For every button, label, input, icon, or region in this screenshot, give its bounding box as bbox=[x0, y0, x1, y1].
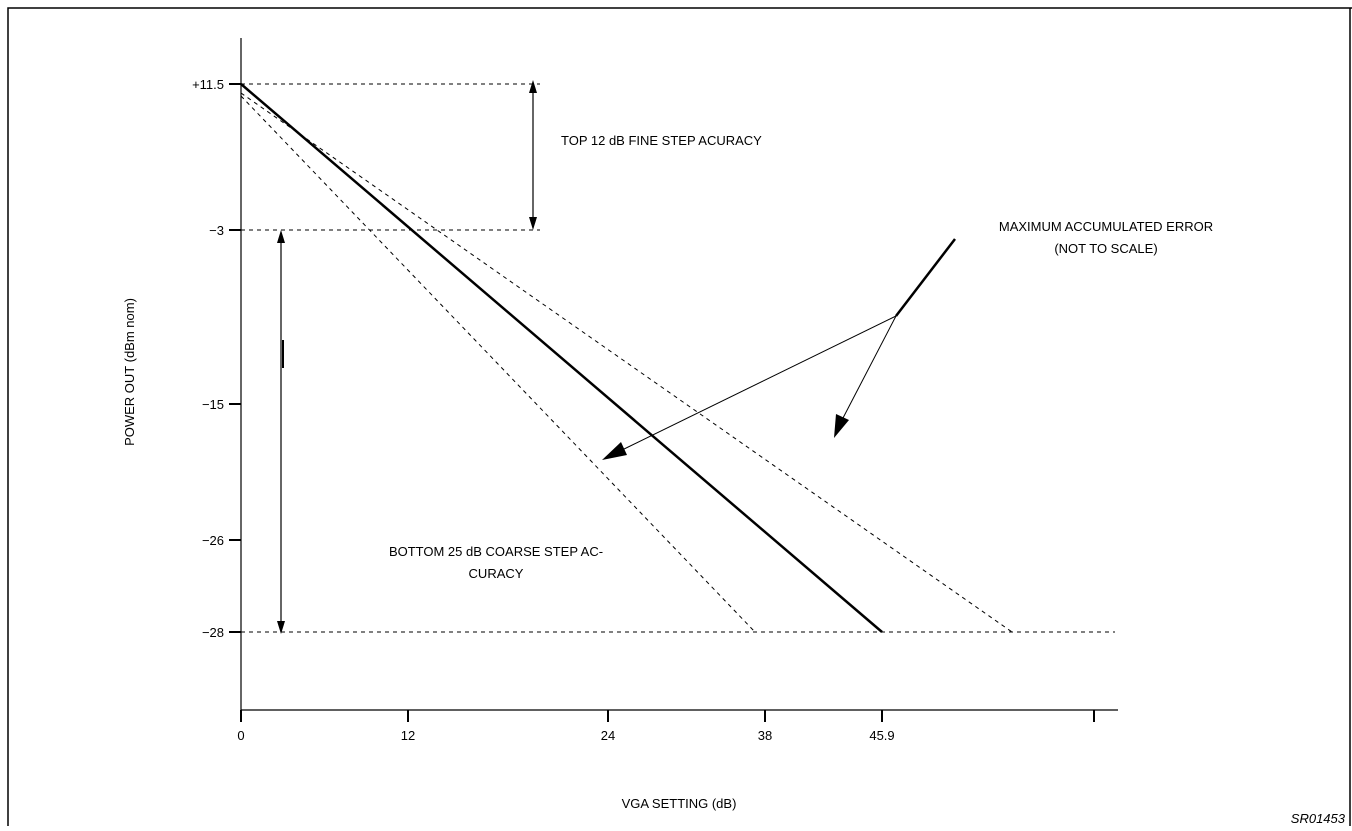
y-tick-label: −28 bbox=[202, 625, 224, 640]
x-tick-label: 0 bbox=[237, 728, 244, 743]
x-tick-label: 12 bbox=[401, 728, 415, 743]
error-pointer-left bbox=[619, 315, 897, 452]
figure-border bbox=[7, 7, 1352, 826]
x-tick-label: 38 bbox=[758, 728, 772, 743]
lower-error-bound bbox=[240, 95, 756, 633]
top-fine-step-label: TOP 12 dB FINE STEP ACURACY bbox=[561, 133, 762, 148]
y-axis-title: POWER OUT (dBm nom) bbox=[122, 298, 137, 446]
y-tick-label: −15 bbox=[202, 397, 224, 412]
max-error-label-line2: (NOT TO SCALE) bbox=[1054, 241, 1157, 256]
max-error-label-line1: MAXIMUM ACCUMULATED ERROR bbox=[999, 219, 1213, 234]
figure-code: SR01453 bbox=[1291, 811, 1346, 826]
arrow-head-down bbox=[529, 217, 537, 230]
bottom-coarse-step-label-line2: CURACY bbox=[469, 566, 524, 581]
error-arrow-head-down bbox=[834, 414, 849, 438]
x-axis-title: VGA SETTING (dB) bbox=[622, 796, 737, 811]
y-tick-label: +11.5 bbox=[192, 77, 224, 92]
error-pointer-down bbox=[842, 315, 897, 419]
bottom-coarse-step-label-line1: BOTTOM 25 dB COARSE STEP AC- bbox=[389, 544, 603, 559]
error-leader-line bbox=[895, 238, 956, 317]
y-tick-label: −3 bbox=[209, 223, 224, 238]
nominal-transfer-line bbox=[240, 83, 883, 633]
arrow-head-down bbox=[277, 621, 285, 634]
arrow-head-up bbox=[277, 230, 285, 243]
x-tick-label: 24 bbox=[601, 728, 615, 743]
error-arrow-head-left bbox=[602, 442, 627, 460]
y-tick-label: −26 bbox=[202, 533, 224, 548]
arrow-head-up bbox=[529, 80, 537, 93]
upper-error-bound bbox=[240, 92, 1013, 633]
x-tick-label: 45.9 bbox=[869, 728, 894, 743]
